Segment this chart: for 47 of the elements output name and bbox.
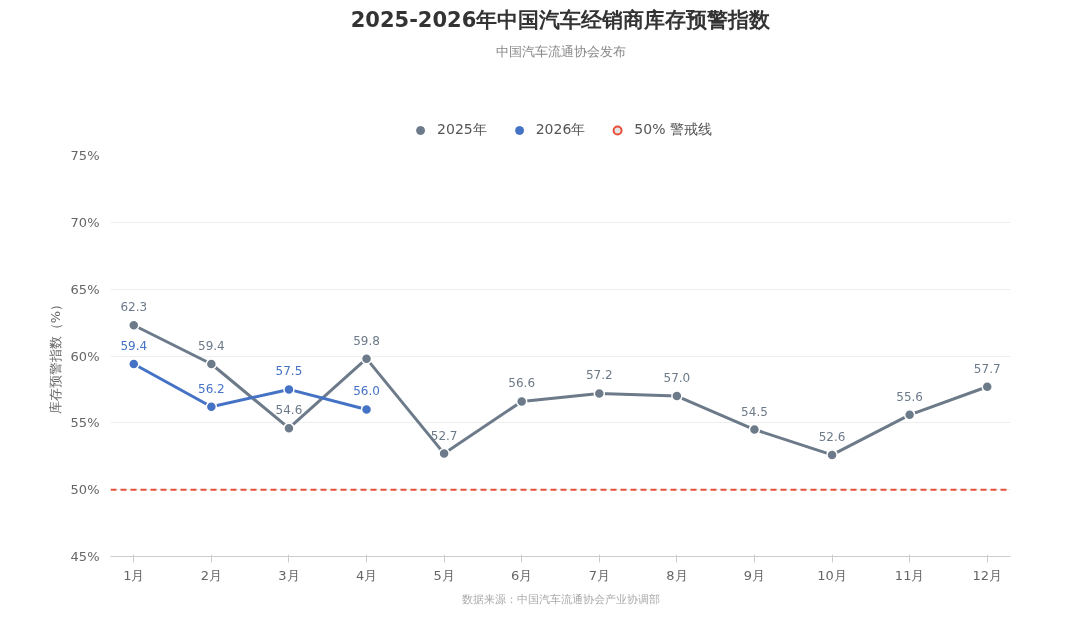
- x-tick-label: 3月: [278, 567, 300, 583]
- data-label: 56.2: [198, 381, 225, 396]
- data-label: 52.7: [430, 428, 458, 443]
- y-tick-label: 75%: [70, 148, 100, 163]
- x-tick-label: 12月: [972, 567, 1002, 583]
- y-tick-label: 55%: [70, 415, 100, 431]
- x-tick-label: 10月: [817, 567, 847, 583]
- y-tick-label: 50%: [70, 482, 100, 498]
- data-label: 59.4: [198, 339, 225, 354]
- y-tick-label: 45%: [70, 549, 100, 564]
- x-tick-label: 7月: [588, 567, 610, 583]
- source-note: 数据来源：中国汽车流通协会产业协调部: [461, 592, 660, 606]
- data-label: 57.7: [973, 361, 1001, 376]
- y-tick-label: 65%: [70, 281, 100, 297]
- data-label: 56.6: [508, 376, 536, 391]
- x-tick-label: 2月: [200, 567, 223, 583]
- chart-subtitle: 中国汽车流通协会发布: [495, 43, 626, 59]
- data-label: 59.8: [353, 333, 380, 348]
- data-label: 59.4: [120, 339, 148, 354]
- point: [283, 422, 295, 434]
- x-tick-label: 6月: [511, 567, 533, 583]
- x-tick-label: 5月: [433, 567, 455, 583]
- point: [128, 358, 140, 370]
- x-tick-label: 9月: [743, 567, 766, 583]
- point: [826, 449, 838, 461]
- data-label: 52.6: [818, 429, 846, 444]
- legend-label: 50% 警戒线: [634, 121, 712, 139]
- chart-title: 2025-2026年中国汽车经销商库存预警指数: [350, 7, 772, 32]
- x-tick-label: 4月: [355, 567, 378, 583]
- y-tick-label: 60%: [70, 348, 100, 364]
- y-tick-label: 70%: [70, 214, 100, 230]
- x-tick-label: 8月: [666, 567, 688, 583]
- data-label: 57.2: [585, 368, 613, 383]
- data-label: 57.0: [663, 371, 691, 386]
- point: [205, 358, 218, 370]
- data-label: 62.3: [120, 300, 148, 315]
- x-tick-label: 11月: [894, 567, 925, 583]
- legend-label: 2025年: [437, 121, 487, 139]
- point: [671, 390, 683, 402]
- data-label: 56.0: [353, 384, 380, 399]
- y-axis-title: 库存预警指数（%）: [47, 297, 63, 415]
- x-tick-label: 1月: [123, 567, 145, 583]
- data-label: 57.5: [275, 364, 303, 379]
- data-label: 54.5: [741, 404, 768, 419]
- data-label: 55.6: [896, 389, 923, 404]
- data-label: 54.6: [275, 403, 303, 418]
- legend-label: 2026年: [535, 121, 586, 139]
